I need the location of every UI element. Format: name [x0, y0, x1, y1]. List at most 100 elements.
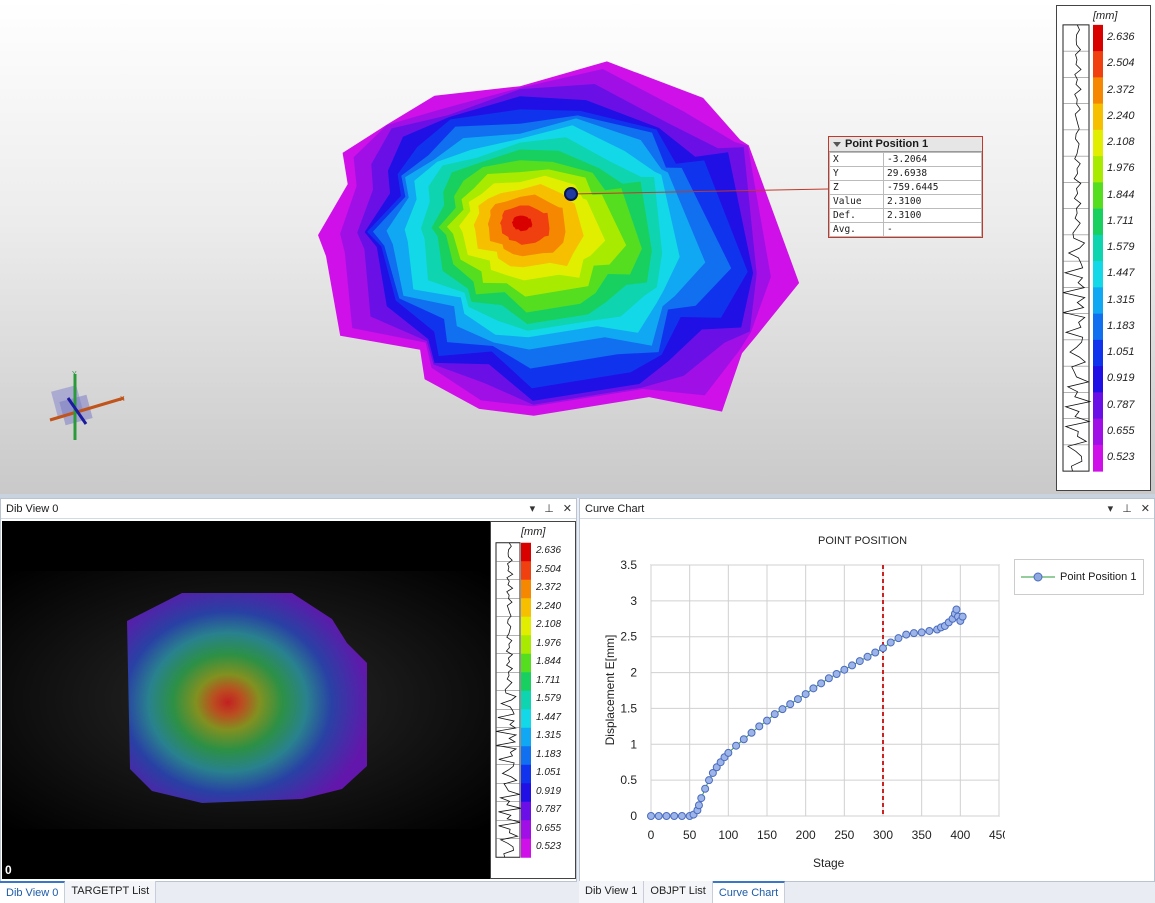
- data-point: [662, 812, 671, 820]
- pin-icon[interactable]: ⊥: [1122, 503, 1132, 515]
- legend-value-label: 0.655: [1107, 424, 1135, 437]
- y-tick-label: 2.5: [620, 630, 637, 644]
- dib-view-panel: Dib View 0 ▾ ⊥ ✕: [0, 498, 577, 882]
- legend-value-label: 1.183: [536, 748, 562, 760]
- legend-color-swatch: [521, 820, 531, 840]
- legend-color-swatch: [1093, 51, 1103, 78]
- legend-value-label: 2.636: [536, 545, 562, 556]
- legend-value-label: 2.108: [536, 619, 562, 630]
- dropdown-icon[interactable]: ▾: [1107, 503, 1114, 515]
- legend-color-swatch: [521, 838, 531, 858]
- legend-color-swatch: [1093, 313, 1103, 341]
- legend-value-label: 0.787: [1107, 398, 1135, 411]
- popup-header[interactable]: Point Position 1: [829, 137, 982, 152]
- data-point: [952, 605, 961, 614]
- x-tick-label: 400: [950, 828, 970, 842]
- legend-histogram-box: [1062, 24, 1090, 472]
- y-tick-label: 0.5: [620, 773, 637, 787]
- main-3d-view[interactable]: X Y Point Position 1 X -3.2064 Y 29.6938 Z -7…: [0, 0, 1155, 494]
- dib-view-panel-header: Dib View 0 ▾ ⊥ ✕: [1, 499, 576, 519]
- legend-value-label: 1.579: [536, 693, 562, 704]
- legend-color-swatch: [1093, 287, 1103, 315]
- data-point: [732, 741, 741, 750]
- data-point: [701, 784, 710, 793]
- legend-value-label: 1.183: [1107, 319, 1135, 332]
- tab-targetpt-list[interactable]: TARGETPT List: [65, 881, 157, 903]
- curve-chart-plot[interactable]: 0 50 100 150 200 250 300 350 400 450 0 0.5 1 1.5 2 2.5 3…: [585, 550, 1005, 850]
- y-tick-label: 1.5: [620, 701, 637, 715]
- tab-curve-chart[interactable]: Curve Chart: [712, 881, 786, 903]
- data-point: [886, 638, 895, 647]
- close-icon[interactable]: ✕: [562, 503, 572, 515]
- x-tick-label: 450: [989, 828, 1005, 842]
- data-point: [778, 705, 787, 714]
- data-point: [871, 648, 880, 657]
- tab-objpt-list[interactable]: OBJPT List: [644, 881, 713, 903]
- legend-value-label: 0.919: [536, 785, 562, 797]
- point-info-table: X -3.2064 Y 29.6938 Z -759.6445 Value 2.3100 Def…: [829, 152, 982, 237]
- point-position-marker[interactable]: [564, 187, 578, 201]
- y-axis-title: Displacement E[mm]: [603, 634, 617, 746]
- legend-unit-label: [mm]: [521, 526, 546, 538]
- popup-row-value: -759.6445: [883, 180, 982, 195]
- data-point: [902, 630, 911, 639]
- main-color-legend: [mm] 2.636 2.504 2.372 2.240 2.108 1.976 1.844 1…: [1056, 5, 1151, 491]
- legend-color-swatch: [521, 579, 531, 599]
- data-point: [763, 716, 771, 725]
- data-point: [694, 801, 703, 810]
- x-tick-label: 0: [648, 828, 655, 842]
- legend-value-label: 0.787: [536, 804, 562, 815]
- popup-row-value: -: [883, 222, 982, 237]
- legend-graphic: [1062, 24, 1103, 472]
- data-point: [670, 812, 679, 820]
- collapse-triangle-icon[interactable]: [833, 141, 841, 147]
- legend-value-label: 1.051: [536, 767, 562, 778]
- legend-color-swatch: [1093, 418, 1103, 446]
- legend-value-label: 2.372: [1107, 83, 1135, 96]
- dib-image-canvas[interactable]: 0: [2, 521, 490, 879]
- popup-row: X -3.2064: [829, 152, 982, 167]
- x-tick-label: 150: [757, 828, 777, 842]
- legend-value-label: 2.636: [1107, 31, 1135, 43]
- legend-value-label: 2.108: [1107, 136, 1135, 148]
- data-point: [840, 665, 849, 674]
- legend-color-swatch: [1093, 339, 1103, 367]
- legend-color-swatch: [1093, 261, 1103, 288]
- y-tick-label: 1: [630, 737, 637, 751]
- close-icon[interactable]: ✕: [1140, 503, 1150, 515]
- legend-value-label: 1.447: [1107, 267, 1135, 280]
- legend-color-swatch: [521, 801, 531, 821]
- x-tick-label: 100: [718, 828, 738, 842]
- x-tick-label: 350: [912, 828, 932, 842]
- data-point: [801, 690, 810, 699]
- legend-unit-label: [mm]: [1093, 10, 1118, 22]
- data-point: [647, 812, 655, 820]
- plot-area: [650, 564, 1000, 817]
- legend-color-swatch: [1093, 77, 1103, 105]
- data-point: [755, 722, 764, 731]
- legend-color-swatch: [1093, 444, 1103, 472]
- legend-value-label: 0.919: [1107, 372, 1135, 385]
- curve-panel-tabs: Dib View 1 OBJPT List Curve Chart: [579, 881, 786, 903]
- x-tick-label: 250: [834, 828, 854, 842]
- data-point: [708, 768, 717, 777]
- legend-color-swatch: [521, 635, 531, 655]
- pin-icon[interactable]: ⊥: [544, 503, 554, 515]
- legend-value-label: 2.504: [1107, 57, 1135, 70]
- y-tick-label: 0: [630, 809, 637, 823]
- legend-color-swatch: [1093, 366, 1103, 393]
- popup-row-label: Value: [829, 194, 884, 209]
- legend-value-label: 1.844: [536, 656, 562, 667]
- chart-legend[interactable]: Point Position 1: [1014, 559, 1144, 595]
- dropdown-icon[interactable]: ▾: [529, 503, 536, 515]
- data-point: [786, 700, 795, 709]
- legend-graphic: [495, 542, 531, 858]
- curve-chart-panel-header: Curve Chart ▾ ⊥ ✕: [580, 499, 1154, 519]
- horizontal-splitter[interactable]: [0, 494, 1155, 498]
- legend-series-label: Point Position 1: [1060, 571, 1137, 583]
- legend-color-swatch: [521, 653, 531, 673]
- tab-dib-view-1[interactable]: Dib View 1: [579, 881, 645, 903]
- point-info-popup[interactable]: Point Position 1 X -3.2064 Y 29.6938 Z -759.6…: [828, 136, 983, 238]
- tab-dib-view-0[interactable]: Dib View 0: [0, 881, 66, 903]
- legend-color-swatch: [521, 616, 531, 636]
